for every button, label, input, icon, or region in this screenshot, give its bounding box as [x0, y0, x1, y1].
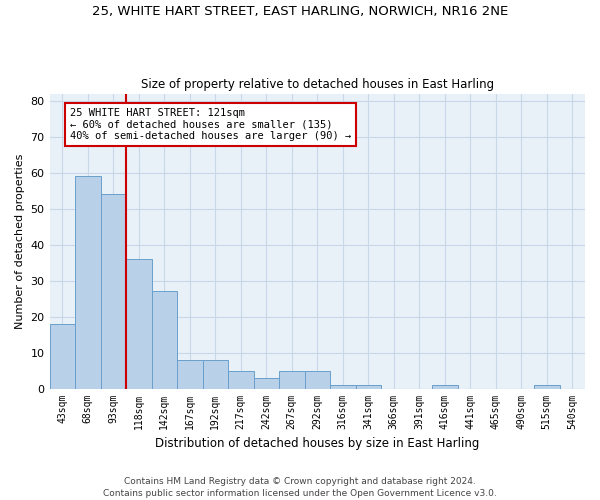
Title: Size of property relative to detached houses in East Harling: Size of property relative to detached ho… [141, 78, 494, 91]
Bar [152, 292, 177, 388]
Bar [254, 378, 279, 388]
Bar [126, 259, 152, 388]
Bar [75, 176, 101, 388]
Bar [356, 385, 381, 388]
Bar [203, 360, 228, 388]
Bar [177, 360, 203, 388]
Bar [228, 370, 254, 388]
Bar [305, 370, 330, 388]
Bar [432, 385, 458, 388]
Bar [50, 324, 75, 388]
Bar [101, 194, 126, 388]
Bar [534, 385, 560, 388]
Bar [279, 370, 305, 388]
Y-axis label: Number of detached properties: Number of detached properties [15, 154, 25, 328]
Text: Contains HM Land Registry data © Crown copyright and database right 2024.
Contai: Contains HM Land Registry data © Crown c… [103, 476, 497, 498]
X-axis label: Distribution of detached houses by size in East Harling: Distribution of detached houses by size … [155, 437, 479, 450]
Bar [330, 385, 356, 388]
Text: 25 WHITE HART STREET: 121sqm
← 60% of detached houses are smaller (135)
40% of s: 25 WHITE HART STREET: 121sqm ← 60% of de… [70, 108, 351, 141]
Text: 25, WHITE HART STREET, EAST HARLING, NORWICH, NR16 2NE: 25, WHITE HART STREET, EAST HARLING, NOR… [92, 5, 508, 18]
